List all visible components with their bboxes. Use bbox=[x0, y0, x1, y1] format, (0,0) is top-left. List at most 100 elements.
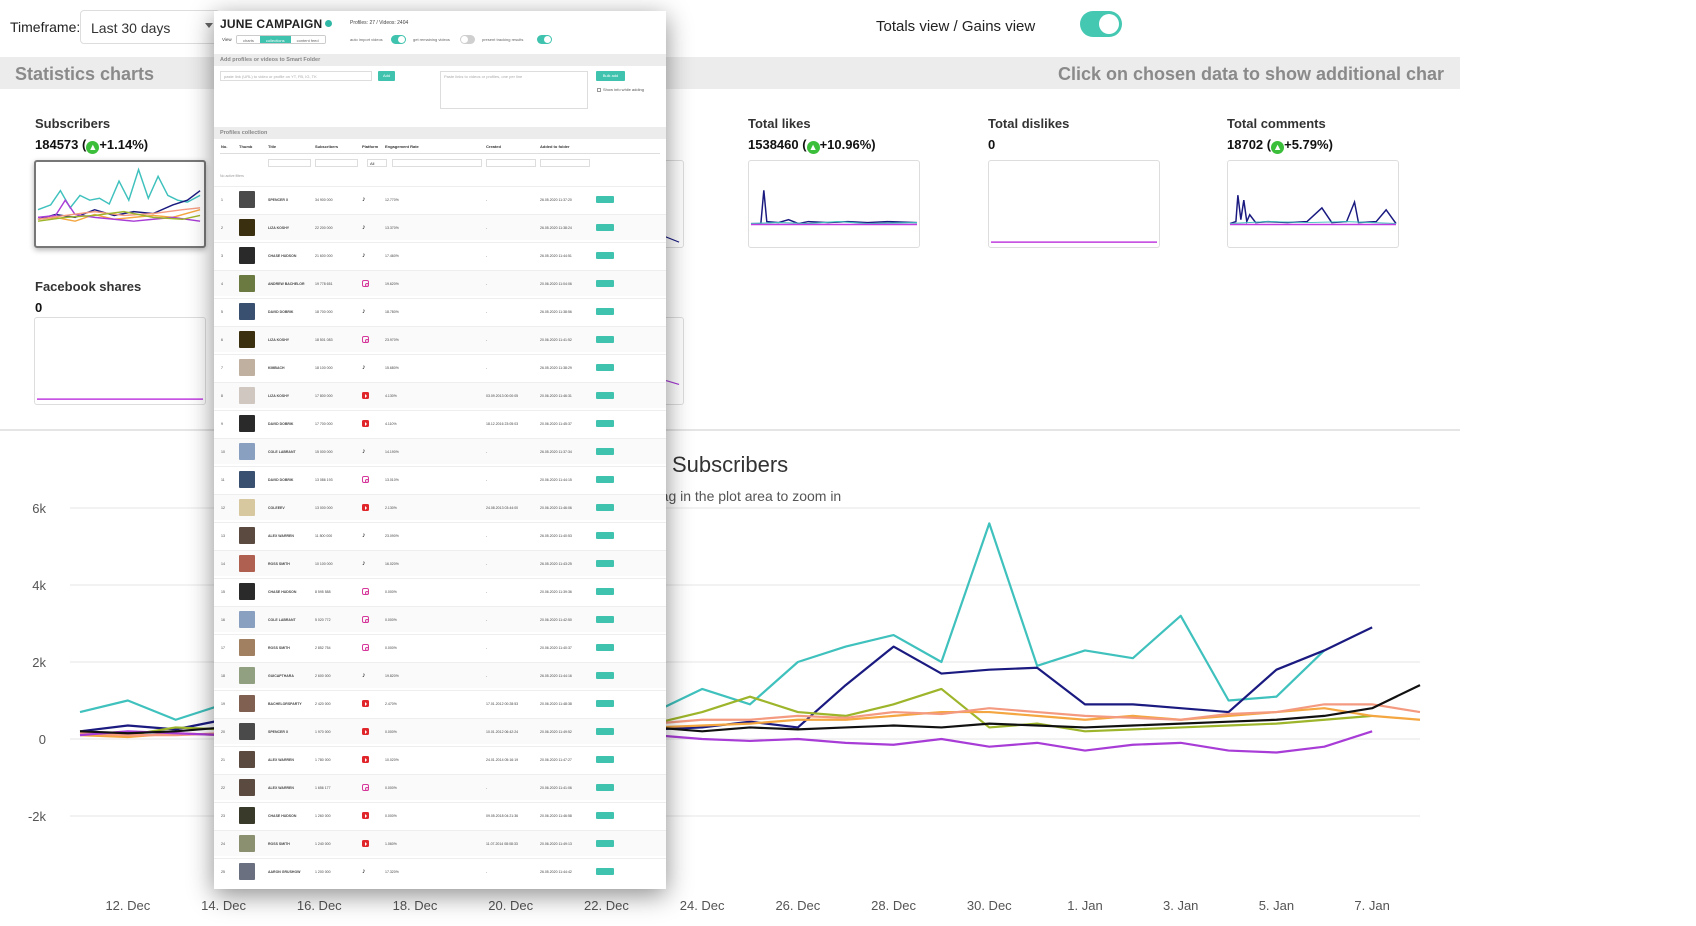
total-comments-thumbnail-chart[interactable] bbox=[1227, 160, 1399, 248]
tracking-results-toggle[interactable] bbox=[537, 35, 552, 44]
remove-button[interactable] bbox=[596, 336, 614, 343]
table-row[interactable]: 12 COLEEEV 13 000 000 2.130% 24.08.2013 03:4… bbox=[214, 494, 666, 520]
arrow-up-icon: ▲ bbox=[1271, 141, 1285, 154]
remove-button[interactable] bbox=[596, 588, 614, 595]
bulk-add-button[interactable]: Bulk add bbox=[596, 71, 625, 81]
remove-button[interactable] bbox=[596, 700, 614, 707]
column-header[interactable]: No. bbox=[221, 144, 228, 149]
remove-button[interactable] bbox=[596, 728, 614, 735]
remove-button[interactable] bbox=[596, 448, 614, 455]
table-row[interactable]: 25 AARON GRUSHOW 1 200 000 17.320% - 26.05.20… bbox=[214, 858, 666, 884]
row-subscribers: 1 656 177 bbox=[315, 786, 331, 790]
remaining-videos-toggle[interactable] bbox=[460, 35, 475, 44]
remove-button[interactable] bbox=[596, 504, 614, 511]
remove-button[interactable] bbox=[596, 756, 614, 763]
table-row[interactable]: 18 GUICAPTHARA 2 600 000 19.820% - 26.05.2020… bbox=[214, 662, 666, 688]
row-engagement-rate: 13.370% bbox=[385, 226, 399, 230]
column-header[interactable]: Subscribers bbox=[315, 144, 339, 149]
remove-button[interactable] bbox=[596, 784, 614, 791]
subscribers-filter-input[interactable] bbox=[315, 159, 358, 167]
metric-subscribers[interactable]: Subscribers 184573 (▲ +1.14%) bbox=[35, 116, 148, 154]
table-row[interactable]: 22 ALEX WARREN 1 656 177 0.000% - 20.06.2020 … bbox=[214, 774, 666, 800]
column-header[interactable]: Platform bbox=[362, 144, 379, 149]
metric-total-comments[interactable]: Total comments 18702 (▲ +5.79%) bbox=[1227, 116, 1333, 154]
table-row[interactable]: 4 ANDREW BACHELOR 19 778 651 19.620% - 20.06.… bbox=[214, 270, 666, 296]
metric-total-dislikes[interactable]: Total dislikes 0 bbox=[988, 116, 1069, 152]
column-header[interactable]: Created bbox=[486, 144, 501, 149]
subscribers-thumbnail-chart[interactable] bbox=[34, 160, 206, 248]
table-row[interactable]: 7 KIMBACH 18 100 000 15.680% - 26.05.2020 11:… bbox=[214, 354, 666, 380]
table-row[interactable]: 1 SPENCER X 34 900 000 12.770% - 26.05.2020 1… bbox=[214, 186, 666, 212]
remove-button[interactable] bbox=[596, 840, 614, 847]
profile-url-input[interactable]: paste link (URL) to video or profile on … bbox=[220, 71, 372, 81]
remove-button[interactable] bbox=[596, 364, 614, 371]
tab-content-feed[interactable]: content feed bbox=[290, 36, 325, 43]
row-created: - bbox=[486, 870, 488, 874]
metric-total-likes[interactable]: Total likes 1538460 (▲ +10.96%) bbox=[748, 116, 876, 154]
remove-button[interactable] bbox=[596, 560, 614, 567]
metric-facebook-shares[interactable]: Facebook shares 0 bbox=[35, 279, 141, 315]
remove-button[interactable] bbox=[596, 196, 614, 203]
remove-button[interactable] bbox=[596, 672, 614, 679]
column-header[interactable]: Engagement Rate bbox=[385, 144, 419, 149]
add-section-header: Add profiles or videos to Smart Folder bbox=[214, 54, 666, 66]
avatar bbox=[239, 219, 255, 236]
table-row[interactable]: 9 DAVID DOBRIK 17 700 000 4.110% 18.12.2016 … bbox=[214, 410, 666, 436]
remove-button[interactable] bbox=[596, 224, 614, 231]
title-filter-input[interactable] bbox=[268, 159, 311, 167]
table-row[interactable]: 17 ROSS SMITH 2 852 754 0.000% - 20.06.2020 1… bbox=[214, 634, 666, 660]
show-info-checkbox[interactable]: Show info while adding bbox=[597, 87, 644, 92]
total-dislikes-thumbnail-chart[interactable] bbox=[988, 160, 1160, 248]
table-row[interactable]: 11 DAVID DOBRIK 13 086 193 13.010% - 20.06.20… bbox=[214, 466, 666, 492]
row-number: 10 bbox=[221, 450, 225, 454]
auto-import-toggle[interactable] bbox=[391, 35, 406, 44]
remove-button[interactable] bbox=[596, 644, 614, 651]
remove-button[interactable] bbox=[596, 868, 614, 875]
table-row[interactable]: 8 LIZA KOSHY 17 800 000 4.130% 03.09.2013 00… bbox=[214, 382, 666, 408]
column-header[interactable]: Added to folder bbox=[540, 144, 570, 149]
table-row[interactable]: 19 BACHELORSPARTY 2 420 000 2.470% 17.01.201… bbox=[214, 690, 666, 716]
remove-button[interactable] bbox=[596, 420, 614, 427]
table-row[interactable]: 14 ROSS SMITH 10 100 000 16.020% - 26.05.2020… bbox=[214, 550, 666, 576]
table-row[interactable]: 16 COLE LABRANT 5 020 772 0.000% - 20.06.2020… bbox=[214, 606, 666, 632]
remove-button[interactable] bbox=[596, 392, 614, 399]
facebook-shares-thumbnail-chart[interactable] bbox=[34, 317, 206, 405]
total-likes-thumbnail-chart[interactable] bbox=[748, 160, 920, 248]
table-row[interactable]: 6 LIZA KOSHY 18 501 083 23.970% - 20.06.2020 … bbox=[214, 326, 666, 352]
table-row[interactable]: 20 SPENCER X 1 970 000 0.000% 10.01.2012 06:… bbox=[214, 718, 666, 744]
table-row[interactable]: 3 CHASE HUDSON 21 600 000 17.460% - 26.05.202… bbox=[214, 242, 666, 268]
remove-button[interactable] bbox=[596, 252, 614, 259]
table-row[interactable]: 2 LIZA KOSHY 22 200 000 13.370% - 26.05.2020 … bbox=[214, 214, 666, 240]
remove-button[interactable] bbox=[596, 532, 614, 539]
add-button[interactable]: Add bbox=[378, 71, 395, 81]
timeframe-select[interactable]: Last 30 days bbox=[80, 10, 220, 44]
column-header[interactable]: Thumb bbox=[239, 144, 253, 149]
x-tick-label: 24. Dec bbox=[680, 898, 725, 913]
added-filter-input[interactable] bbox=[540, 159, 590, 167]
remove-button[interactable] bbox=[596, 616, 614, 623]
column-header[interactable]: Title bbox=[268, 144, 277, 149]
table-row[interactable]: 15 CHASE HUDSON 8 595 588 0.000% - 20.06.2020… bbox=[214, 578, 666, 604]
er-filter-input[interactable] bbox=[392, 159, 482, 167]
created-filter-input[interactable] bbox=[486, 159, 536, 167]
table-row[interactable]: 13 ALEX WARREN 11 800 000 23.090% - 26.05.202… bbox=[214, 522, 666, 548]
remove-button[interactable] bbox=[596, 280, 614, 287]
section-divider bbox=[0, 429, 1460, 431]
table-row[interactable]: 21 ALEX WARREN 1 780 000 10.020% 24.01.2014 … bbox=[214, 746, 666, 772]
table-row[interactable]: 5 DAVID DOBRIK 18 700 000 18.780% - 26.05.202… bbox=[214, 298, 666, 324]
table-row[interactable]: 23 CHASE HUDSON 1 260 000 0.000% 09.05.2018 … bbox=[214, 802, 666, 828]
table-row[interactable]: 24 ROSS SMITH 1 240 000 1.060% 11.07.2014 08… bbox=[214, 830, 666, 856]
remove-button[interactable] bbox=[596, 812, 614, 819]
tab-collections[interactable]: collections bbox=[259, 36, 291, 43]
table-row[interactable]: 10 COLE LABRANT 15 000 000 14.190% - 26.05.20… bbox=[214, 438, 666, 464]
tab-charts[interactable]: charts bbox=[237, 36, 260, 43]
row-subscribers: 17 800 000 bbox=[315, 394, 333, 398]
bulk-links-textarea[interactable]: Paste links to videos or profiles, one p… bbox=[440, 71, 588, 109]
timeframe-label: Timeframe: bbox=[10, 19, 81, 35]
view-mode-toggle[interactable] bbox=[1080, 11, 1122, 37]
row-engagement-rate: 0.000% bbox=[385, 786, 397, 790]
remove-button[interactable] bbox=[596, 476, 614, 483]
remove-button[interactable] bbox=[596, 308, 614, 315]
panel-tabs: charts collections content feed bbox=[236, 35, 326, 44]
platform-filter-select[interactable]: All bbox=[367, 159, 387, 167]
